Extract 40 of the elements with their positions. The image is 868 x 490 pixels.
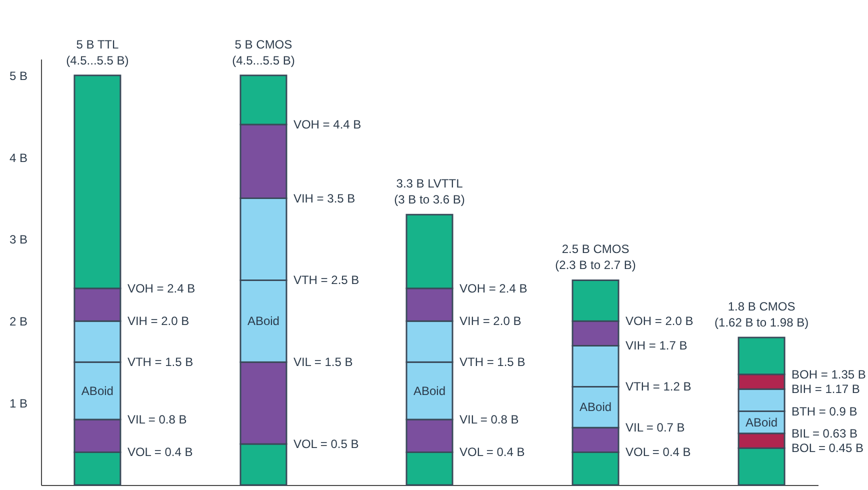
annotation: VIL = 0.8 B [127,412,187,426]
annotation: VOH = 4.4 B [293,118,362,132]
annotation: VOH = 2.0 B [626,314,694,328]
annotation: VIL = 1.5 B [293,355,353,370]
annotation: BTH = 0.9 B [792,404,858,418]
x-tick-label: 1.8 B CMOS (1.62 B to 1.98 B) [714,300,809,330]
annotation: VOL = 0.4 B [626,445,691,460]
data-label: ABoid [413,384,446,398]
annotation: BOH = 1.35 B [792,367,866,382]
annotation: VTH = 1.5 B [127,355,194,370]
x-tick-label: 3.3 B LVTTL (3 B to 3.6 B) [394,176,465,207]
annotation: BIL = 0.63 B [792,426,858,440]
data-label: ABoid [580,400,612,414]
y-tick-label: 2 B [9,314,28,329]
annotation: VIH = 1.7 B [626,338,688,353]
annotation: VIL = 0.7 B [626,420,685,435]
annotation: VTH = 1.2 B [626,380,692,394]
annotation: VIH = 3.5 B [293,191,356,206]
annotation: VIL = 0.8 B [460,412,519,426]
annotation: VIH = 2.0 B [460,314,522,328]
annotation: VTH = 2.5 B [293,273,360,288]
data-label: ABoid [746,415,778,430]
annotation: VIH = 2.0 B [127,314,190,328]
y-tick-label: 4 B [9,150,28,165]
y-tick-label: 5 B [9,68,28,83]
annotation: VOL = 0.4 B [127,445,193,460]
y-tick-label: 1 B [9,396,28,411]
annotation: VOH = 2.4 B [460,281,528,296]
x-tick-label: 2.5 B CMOS (2.3 B to 2.7 B) [555,242,636,272]
annotation: VOH = 2.4 B [127,281,196,296]
x-tick-label: 5 B TTL (4.5...5.5 B) [66,37,129,68]
annotation: VOL = 0.4 B [460,445,525,460]
data-label: ABoid [81,384,114,398]
annotation: BOL = 0.45 B [792,441,864,456]
annotation: VOL = 0.5 B [293,437,359,452]
annotation: BIH = 1.17 B [792,382,860,396]
data-label: ABoid [247,314,280,328]
x-tick-label: 5 B CMOS (4.5...5.5 B) [232,37,295,68]
y-tick-label: 3 B [9,232,28,247]
annotation: VTH = 1.5 B [460,355,526,370]
